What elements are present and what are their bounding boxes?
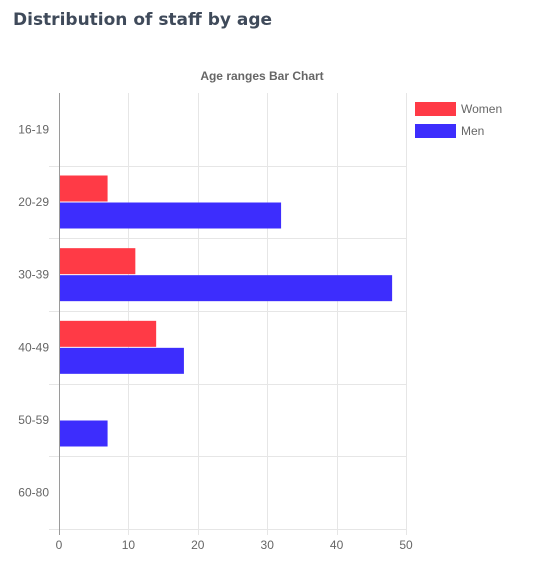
legend-label-men[interactable]: Men [461,124,484,138]
legend-swatch-women[interactable] [415,102,456,116]
y-tick-label: 20-29 [18,195,49,209]
x-tick-label: 30 [261,538,275,552]
bar-women [60,248,136,275]
bars [60,175,393,447]
y-tick-label: 16-19 [18,122,49,136]
bar-men [60,420,108,447]
x-tick-label: 0 [56,538,63,552]
bar-men [60,347,184,374]
bar-women [60,320,157,347]
axes: 0 10 20 30 40 50 16-19 20-29 30-39 40-49 50-59 60-8… [18,93,413,552]
bar-women [60,175,108,202]
y-tick-label: 40-49 [18,340,49,354]
x-tick-label: 50 [399,538,413,552]
bar-men [60,202,282,229]
chart-title: Age ranges Bar Chart [200,69,323,83]
page-title: Distribution of staff by age [13,10,273,30]
legend: Women Men [415,102,502,138]
y-tick-label: 60-80 [18,486,49,500]
grid-lines [49,93,407,535]
x-tick-label: 40 [330,538,344,552]
x-tick-label: 10 [122,538,136,552]
x-tick-label: 20 [191,538,205,552]
legend-swatch-men[interactable] [415,124,456,138]
y-tick-label: 30-39 [18,268,49,282]
legend-label-women[interactable]: Women [461,102,502,116]
bar-men [60,275,393,302]
y-tick-label: 50-59 [18,413,49,427]
